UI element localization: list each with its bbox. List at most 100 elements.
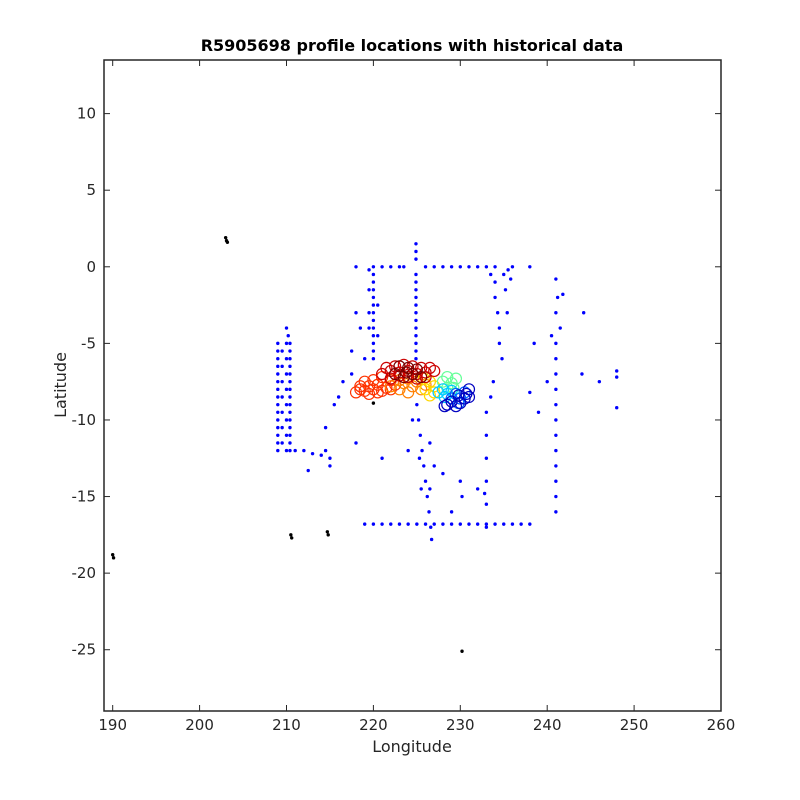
historical-point (276, 372, 280, 376)
historical-point (349, 349, 354, 353)
x-tick-label: 240 (533, 716, 562, 734)
historical-point (323, 448, 328, 453)
profile-marker (445, 395, 458, 408)
historical-point (484, 502, 489, 506)
x-tick-label: 210 (272, 716, 301, 734)
x-tick-label: 200 (185, 716, 214, 734)
historical-point (284, 433, 289, 437)
historical-point (288, 433, 292, 437)
historical-point-black (223, 235, 228, 240)
historical-point (276, 425, 280, 430)
historical-point (414, 341, 418, 346)
historical-point (302, 448, 306, 453)
y-tick-label: 0 (86, 258, 96, 276)
historical-point (280, 425, 284, 430)
historical-point (336, 395, 341, 399)
historical-point-black (289, 533, 293, 537)
historical-point (475, 522, 480, 526)
historical-point (276, 410, 280, 415)
historical-point (276, 349, 280, 353)
historical-point (419, 487, 423, 491)
historical-point (371, 356, 376, 361)
historical-point (371, 272, 376, 277)
historical-point (484, 525, 489, 529)
profile-marker (438, 390, 451, 404)
profile-marker (428, 364, 441, 378)
historical-point (441, 265, 445, 269)
historical-point (293, 448, 297, 453)
historical-point (554, 341, 558, 346)
profile-marker (358, 375, 371, 388)
historical-point (288, 441, 292, 445)
historical-point (536, 410, 541, 415)
historical-point (288, 364, 292, 369)
historical-point (288, 372, 292, 376)
historical-point (581, 311, 586, 315)
historical-point (284, 341, 289, 346)
historical-point (288, 425, 292, 430)
historical-point (458, 265, 462, 269)
historical-point (354, 265, 358, 269)
historical-point (554, 479, 558, 483)
historical-point (528, 390, 532, 395)
historical-point (389, 522, 393, 526)
historical-point (503, 288, 508, 292)
historical-point (284, 356, 289, 361)
x-tick-label: 260 (707, 716, 736, 734)
historical-point (371, 288, 376, 292)
historical-point (554, 387, 558, 392)
profile-marker (393, 360, 406, 373)
historical-point (554, 448, 558, 453)
historical-point (414, 288, 418, 292)
y-tick-label: 5 (86, 181, 96, 199)
historical-point (406, 522, 410, 526)
historical-point (284, 387, 289, 392)
historical-point (284, 448, 289, 453)
historical-point (500, 356, 504, 361)
y-tick-label: 10 (77, 105, 96, 123)
historical-point (376, 334, 380, 338)
historical-point (354, 441, 358, 445)
historical-point (423, 265, 428, 269)
historical-point (414, 272, 418, 277)
historical-point (363, 522, 367, 526)
historical-point (554, 464, 558, 468)
profile-marker (436, 383, 450, 396)
historical-point (380, 456, 384, 460)
historical-point (276, 418, 280, 422)
y-tick-label: -10 (72, 411, 97, 429)
historical-point (284, 418, 289, 422)
historical-point (414, 318, 418, 323)
historical-point (414, 257, 418, 261)
historical-point (458, 479, 462, 483)
historical-point (502, 522, 506, 526)
historical-point (288, 341, 292, 346)
historical-point (484, 522, 489, 526)
axes-frame (103, 59, 722, 712)
historical-point-black (290, 536, 294, 540)
historical-point (371, 349, 376, 353)
historical-point (280, 441, 284, 445)
historical-point (489, 395, 493, 399)
historical-point (389, 265, 393, 269)
historical-point (280, 410, 284, 415)
profile-marker (436, 375, 450, 388)
historical-point (532, 341, 536, 346)
historical-point (482, 491, 487, 496)
historical-point (306, 468, 310, 473)
profile-marker (454, 397, 467, 410)
profile-marker (371, 378, 384, 391)
historical-point (554, 494, 558, 499)
profile-marker (354, 380, 367, 393)
historical-point (484, 410, 489, 415)
historical-point (328, 464, 332, 468)
historical-point (458, 522, 462, 526)
historical-point (428, 487, 432, 491)
historical-point (415, 402, 419, 407)
historical-point (554, 402, 558, 407)
profile-marker (452, 389, 465, 402)
historical-point (367, 268, 371, 272)
profile-marker (400, 366, 413, 379)
historical-point (288, 356, 292, 361)
